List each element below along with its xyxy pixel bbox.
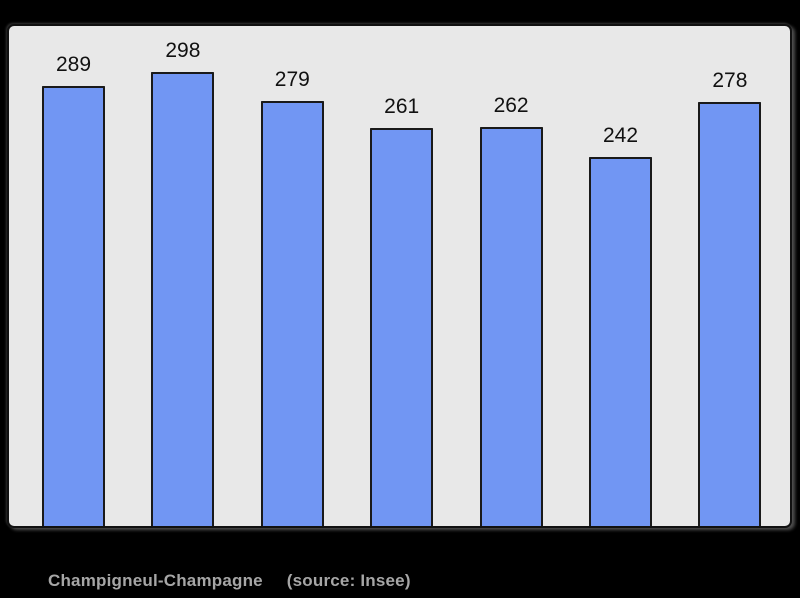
bar: [698, 102, 762, 526]
bar-value-label: 262: [493, 94, 529, 117]
bar: [151, 72, 215, 526]
chart-plot-area: 289 298 279 261 262 242 278: [7, 24, 792, 528]
chart-source-note: (source: Insee): [286, 571, 411, 590]
bar: [42, 86, 105, 526]
bar-value-label: 261: [384, 95, 420, 118]
bar: [589, 157, 652, 526]
bar: [370, 128, 434, 526]
bar: [260, 101, 324, 526]
bar-value-label: 298: [165, 39, 201, 62]
chart-title: Champigneul-Champagne: [48, 571, 263, 590]
bars-container: 289 298 279 261 262 242 278: [9, 26, 790, 526]
bar-value-label: 278: [712, 69, 748, 92]
bar-value-label: 242: [602, 124, 639, 147]
chart-footer: Champigneul-Champagne (source: Insee): [48, 571, 411, 591]
bar-value-label: 279: [274, 68, 310, 91]
bar-value-label: 289: [55, 53, 92, 76]
bar: [479, 127, 543, 526]
